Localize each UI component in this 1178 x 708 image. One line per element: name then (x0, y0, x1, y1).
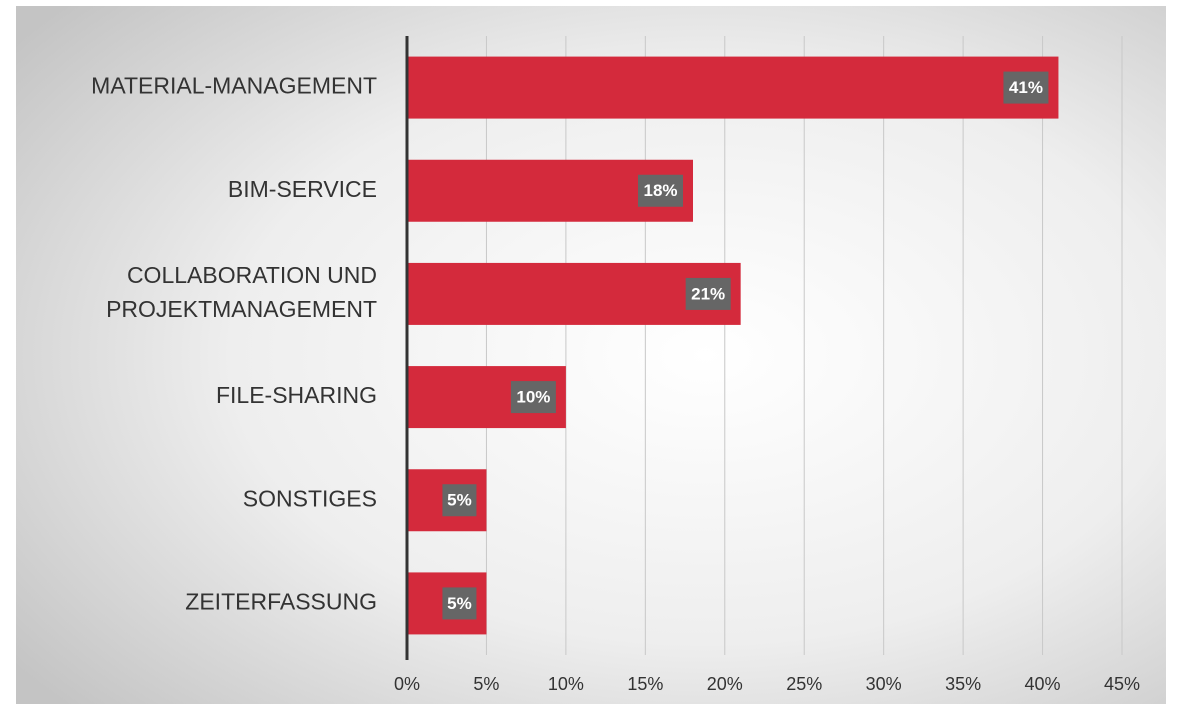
x-tick-label: 30% (866, 674, 902, 694)
y-tick-label: BIM-SERVICE (228, 176, 377, 202)
y-tick-label: ZEITERFASSUNG (185, 588, 377, 614)
value-label: 18% (643, 181, 677, 200)
value-label: 21% (691, 284, 725, 303)
value-label-box (638, 174, 683, 207)
x-tick-label: 10% (548, 674, 584, 694)
value-label-box (442, 587, 477, 620)
y-tick-label: COLLABORATION UND PROJEKTMANAGEMENT (106, 262, 377, 322)
value-label-box (442, 484, 477, 517)
x-tick-label: 20% (707, 674, 743, 694)
x-tick-label: 35% (945, 674, 981, 694)
bar (407, 262, 741, 325)
value-label-box (510, 381, 556, 414)
value-label: 10% (516, 388, 550, 407)
y-tick-label: MATERIAL-MANAGEMENT (91, 73, 377, 99)
x-tick-label: 0% (394, 674, 420, 694)
x-tick-label: 45% (1104, 674, 1140, 694)
value-label: 5% (447, 594, 472, 613)
value-label: 41% (1009, 78, 1043, 97)
value-label-box (685, 277, 731, 310)
background (16, 6, 1166, 704)
x-tick-label: 25% (786, 674, 822, 694)
x-tick-label: 5% (473, 674, 499, 694)
y-tick-label: FILE-SHARING (216, 382, 377, 408)
x-tick-label: 40% (1025, 674, 1061, 694)
y-tick-label: SONSTIGES (243, 485, 377, 511)
bar (407, 56, 1059, 119)
value-label: 5% (447, 491, 472, 510)
x-tick-label: 15% (627, 674, 663, 694)
value-label-box (1003, 71, 1049, 104)
